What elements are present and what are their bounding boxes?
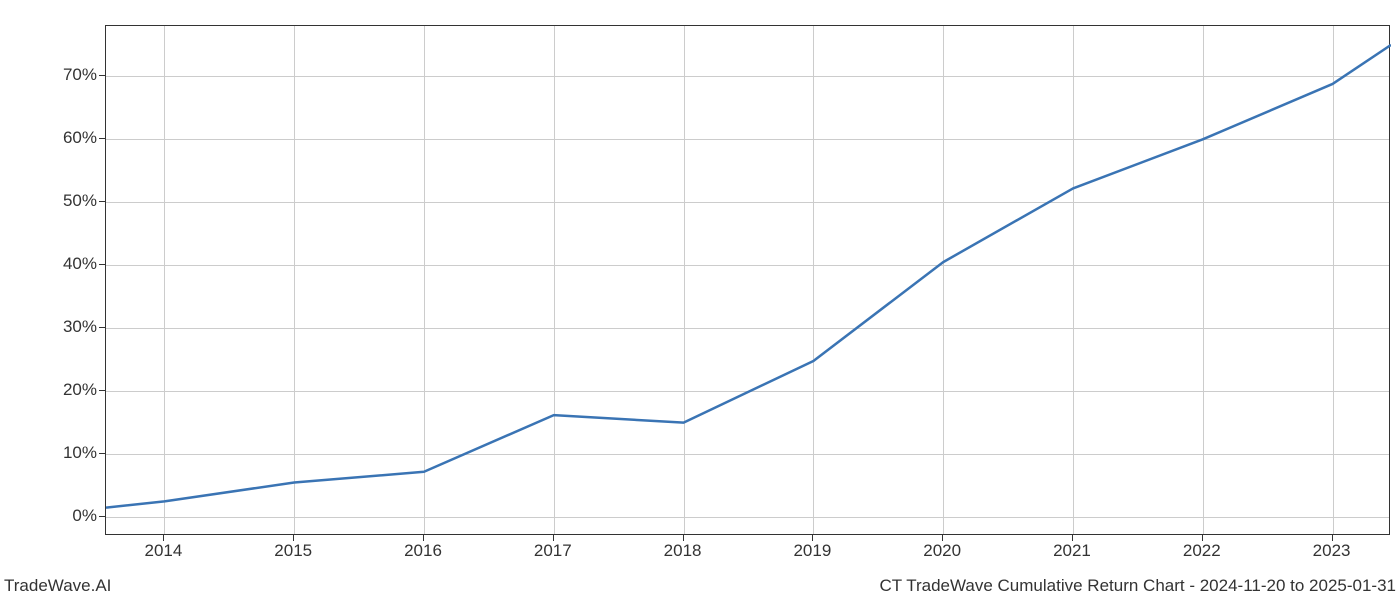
y-tick-mark <box>99 327 105 328</box>
x-tick-label: 2022 <box>1183 541 1221 561</box>
x-tick-label: 2017 <box>534 541 572 561</box>
y-tick-label: 50% <box>63 191 97 211</box>
y-tick-label: 30% <box>63 317 97 337</box>
y-tick-mark <box>99 453 105 454</box>
y-tick-mark <box>99 264 105 265</box>
y-tick-label: 40% <box>63 254 97 274</box>
y-tick-mark <box>99 516 105 517</box>
series-line <box>106 45 1391 508</box>
x-axis: 2014 2015 2016 2017 2018 2019 2020 2021 2022 2023 <box>105 535 1390 575</box>
y-tick-label: 60% <box>63 128 97 148</box>
line-series <box>106 26 1391 536</box>
x-tick-label: 2015 <box>274 541 312 561</box>
y-tick-mark <box>99 138 105 139</box>
x-tick-label: 2019 <box>793 541 831 561</box>
footer-caption: CT TradeWave Cumulative Return Chart - 2… <box>879 576 1396 596</box>
x-tick-label: 2021 <box>1053 541 1091 561</box>
x-tick-label: 2014 <box>144 541 182 561</box>
x-tick-label: 2016 <box>404 541 442 561</box>
y-axis: 0% 10% 20% 30% 40% 50% 60% 70% <box>0 25 105 535</box>
y-tick-mark <box>99 201 105 202</box>
y-tick-mark <box>99 75 105 76</box>
y-tick-label: 0% <box>72 506 97 526</box>
y-tick-label: 20% <box>63 380 97 400</box>
y-tick-mark <box>99 390 105 391</box>
plot-area <box>105 25 1390 535</box>
x-tick-label: 2023 <box>1313 541 1351 561</box>
x-tick-label: 2020 <box>923 541 961 561</box>
footer-brand: TradeWave.AI <box>4 576 111 596</box>
y-tick-label: 10% <box>63 443 97 463</box>
y-tick-label: 70% <box>63 65 97 85</box>
x-tick-label: 2018 <box>664 541 702 561</box>
